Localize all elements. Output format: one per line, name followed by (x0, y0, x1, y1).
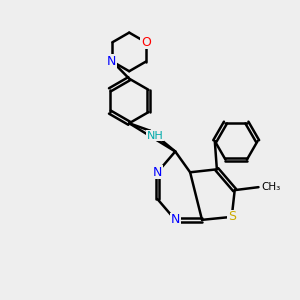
Text: N: N (107, 55, 117, 68)
Text: O: O (141, 36, 151, 49)
Text: CH₃: CH₃ (262, 182, 281, 192)
Text: S: S (228, 210, 236, 224)
Text: NH: NH (147, 131, 164, 141)
Text: N: N (171, 213, 180, 226)
Text: N: N (153, 166, 162, 179)
